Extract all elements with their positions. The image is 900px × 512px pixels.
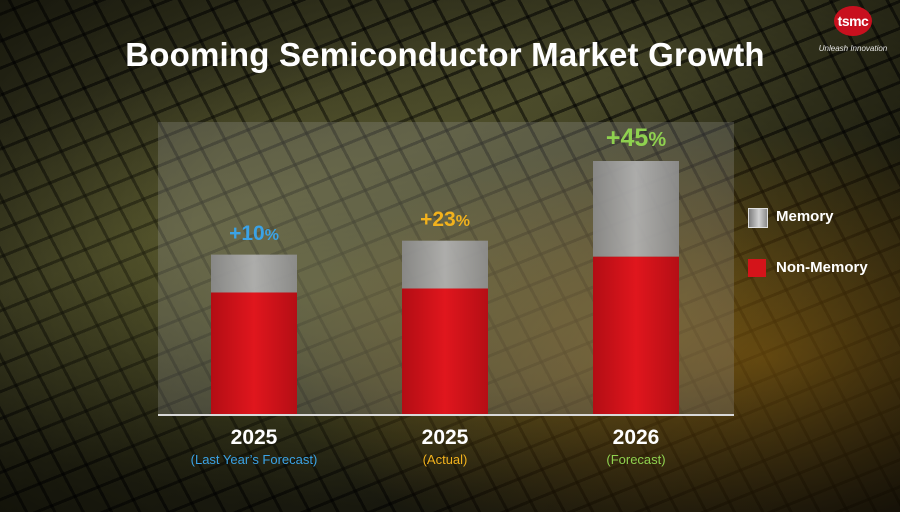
growth-value: +45 [605,123,649,152]
category-year: 2025 [421,426,469,449]
logo-mark: tsmc [834,6,872,36]
legend-swatch-memory [748,208,768,228]
legend-label-memory: Memory [776,208,834,225]
category-year: 2025 [230,426,278,449]
growth-value: +10 [229,221,265,245]
category-label-1: 2025 (Actual) [345,426,545,467]
growth-unit: % [455,212,470,230]
growth-label-2: +45% [576,124,696,153]
growth-value: +23 [420,207,456,231]
growth-label-0: +10% [194,222,314,246]
tsmc-logo: tsmc Unleash Innovation [818,6,888,53]
logo-tagline: Unleash Innovation [818,44,888,53]
category-subtitle: (Actual) [422,452,468,467]
category-label-0: 2025 (Last Year’s Forecast) [154,426,354,467]
category-year: 2026 [612,426,660,449]
x-axis-line [158,414,734,416]
legend-label-non-memory: Non-Memory [776,259,868,276]
growth-label-1: +23% [385,208,505,232]
bar-memory-2 [593,160,679,257]
category-label-2: 2026 (Forecast) [536,426,736,467]
bar-non-memory-2 [593,256,679,414]
category-subtitle: (Forecast) [606,452,666,467]
growth-unit: % [264,226,279,244]
bar-non-memory-1 [402,288,488,414]
growth-unit: % [648,128,667,151]
category-subtitle: (Last Year’s Forecast) [190,452,318,467]
bar-non-memory-0 [211,292,297,414]
bar-memory-0 [211,254,297,293]
legend-swatch-non-memory [748,259,766,277]
bar-memory-1 [402,240,488,289]
page-title: Booming Semiconductor Market Growth [125,36,765,73]
